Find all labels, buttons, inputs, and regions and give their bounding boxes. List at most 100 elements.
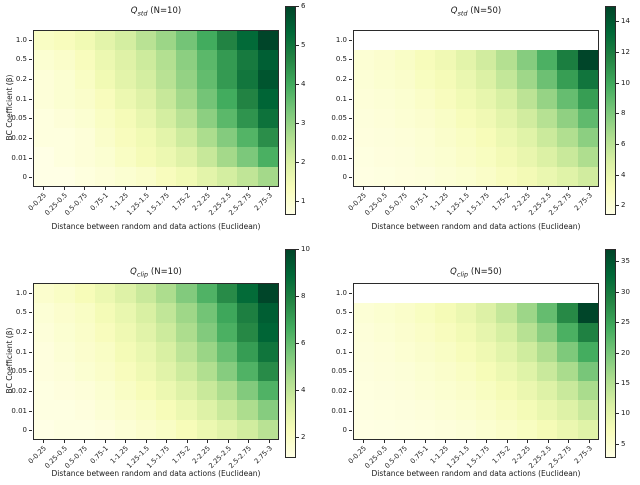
heatmap-cell xyxy=(135,166,156,186)
x-axis-tick xyxy=(383,187,385,190)
heatmap-cell xyxy=(95,50,116,70)
heatmap-cell xyxy=(115,303,136,323)
heatmap xyxy=(33,283,279,440)
heatmap-cell xyxy=(115,166,136,186)
heatmap-cell xyxy=(476,166,497,186)
heatmap-cell xyxy=(196,31,217,51)
y-tick-label: 0.5 xyxy=(15,55,27,64)
colorbar-tick xyxy=(616,174,619,176)
heatmap-cell xyxy=(54,147,75,167)
heatmap-cell xyxy=(577,361,598,381)
heatmap-cell xyxy=(557,166,578,186)
heatmap-cell xyxy=(354,303,375,323)
heatmap-cell xyxy=(394,31,415,51)
heatmap-cell xyxy=(577,419,598,439)
y-axis-tick xyxy=(349,177,352,179)
heatmap-cell xyxy=(455,50,476,70)
heatmap-cell xyxy=(415,31,436,51)
colorbar-tick xyxy=(616,82,619,84)
heatmap-cell xyxy=(557,342,578,362)
x-axis-tick xyxy=(568,440,570,443)
heatmap-cell xyxy=(516,89,537,109)
y-tick-label: 0.05 xyxy=(331,367,347,376)
heatmap-cell xyxy=(34,69,55,90)
heatmap-cell xyxy=(354,89,375,109)
heatmap-cell xyxy=(577,380,598,401)
heatmap-cell xyxy=(354,322,375,343)
heatmap-cell xyxy=(415,166,436,186)
heatmap-cell xyxy=(496,31,517,51)
title-subscript: std xyxy=(457,9,468,18)
heatmap-cell xyxy=(156,50,177,70)
heatmap-cell xyxy=(257,322,278,343)
heatmap-cell xyxy=(257,380,278,401)
y-axis-tick xyxy=(349,390,352,392)
heatmap-cell xyxy=(34,361,55,381)
heatmap-cell xyxy=(135,50,156,70)
heatmap-cell xyxy=(196,284,217,304)
colorbar-tick-label: 14 xyxy=(621,17,630,26)
heatmap-cell xyxy=(354,400,375,420)
heatmap-cell xyxy=(115,380,136,401)
subplot-q-std-n10: Qstd (N=10) BC Coefficient (β) Distance … xyxy=(0,0,320,242)
y-tick-label: 1.0 xyxy=(15,35,27,44)
colorbar-tick xyxy=(616,205,619,207)
heatmap-cell xyxy=(496,50,517,70)
x-axis-tick xyxy=(547,440,549,443)
subplot-title: Qclip (N=10) xyxy=(33,267,279,279)
colorbar-tick xyxy=(296,343,299,345)
heatmap-cell xyxy=(557,380,578,401)
x-axis-tick xyxy=(424,440,426,443)
heatmap-cell xyxy=(257,31,278,51)
heatmap-cell xyxy=(115,342,136,362)
heatmap-cell xyxy=(435,380,456,401)
heatmap-cell xyxy=(156,342,177,362)
heatmap-cell xyxy=(374,50,395,70)
heatmap-cell xyxy=(196,50,217,70)
heatmap-cell xyxy=(577,127,598,148)
heatmap-cell xyxy=(577,69,598,90)
heatmap-cell xyxy=(435,69,456,90)
y-tick-label: 0.05 xyxy=(11,367,27,376)
heatmap-cell xyxy=(217,127,238,148)
heatmap-cell xyxy=(557,108,578,128)
x-axis-tick xyxy=(445,440,447,443)
heatmap-cell xyxy=(537,284,558,304)
heatmap-cell xyxy=(415,419,436,439)
colorbar xyxy=(605,6,616,215)
x-axis-tick xyxy=(125,440,127,443)
heatmap-cell xyxy=(95,127,116,148)
y-tick-label: 0.5 xyxy=(335,55,347,64)
title-suffix: (N=10) xyxy=(148,267,182,277)
heatmap-cell xyxy=(257,147,278,167)
heatmap-cell xyxy=(54,166,75,186)
title-q-symbol: Q xyxy=(450,6,458,16)
heatmap-cell xyxy=(237,380,258,401)
heatmap-cell xyxy=(217,342,238,362)
y-tick-label: 0.05 xyxy=(11,114,27,123)
heatmap-cell xyxy=(516,147,537,167)
heatmap-cell xyxy=(435,284,456,304)
heatmap-cell xyxy=(176,31,197,51)
heatmap-cell xyxy=(496,322,517,343)
heatmap-cell xyxy=(176,303,197,323)
heatmap-cell xyxy=(176,400,197,420)
x-axis-label: Distance between random and data actions… xyxy=(371,222,581,231)
heatmap-cell xyxy=(537,89,558,109)
heatmap-cell xyxy=(374,127,395,148)
y-tick-label: 0.01 xyxy=(331,406,347,415)
subplot-title: Qstd (N=10) xyxy=(33,6,279,18)
heatmap-cell xyxy=(237,400,258,420)
heatmap-cell xyxy=(257,166,278,186)
y-tick-label: 1.0 xyxy=(335,288,347,297)
heatmap-cell xyxy=(435,108,456,128)
heatmap-cell xyxy=(557,419,578,439)
y-axis-tick xyxy=(29,39,32,41)
heatmap-cell xyxy=(435,322,456,343)
heatmap-cell xyxy=(476,419,497,439)
heatmap-cell xyxy=(374,284,395,304)
colorbar-tick-label: 4 xyxy=(301,80,306,89)
colorbar-tick xyxy=(296,201,299,203)
heatmap-cell xyxy=(34,303,55,323)
